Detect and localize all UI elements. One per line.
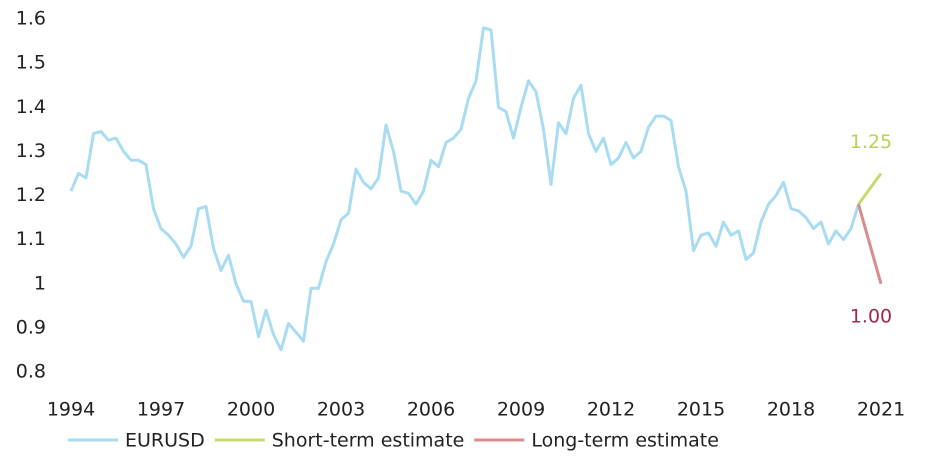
series-line	[857, 172, 883, 206]
y-tick-label: 1.6	[16, 8, 46, 30]
x-tick-label: 1997	[137, 399, 185, 421]
x-tick-label: 2021	[857, 399, 905, 421]
series-line	[69, 26, 860, 352]
x-tick-label: 2015	[677, 399, 725, 421]
x-tick-label: 1994	[47, 399, 95, 421]
y-tick-label: 1	[34, 272, 46, 294]
x-tick-label: 2000	[227, 399, 275, 421]
legend-label: Long-term estimate	[531, 430, 719, 452]
x-tick-label: 2009	[497, 399, 545, 421]
y-tick-label: 1.2	[16, 184, 46, 206]
x-tick-label: 2012	[587, 399, 635, 421]
end-label: 1.00	[850, 305, 892, 327]
x-tick-label: 2006	[407, 399, 455, 421]
y-tick-label: 1.4	[16, 96, 46, 118]
series-line	[857, 203, 883, 285]
y-tick-label: 1.5	[16, 52, 46, 74]
x-tick-label: 2003	[317, 399, 365, 421]
end-label: 1.25	[850, 131, 892, 153]
y-tick-label: 0.9	[16, 316, 46, 338]
legend-label: Short-term estimate	[272, 430, 465, 452]
y-tick-label: 1.3	[16, 140, 46, 162]
y-tick-label: 1.1	[16, 228, 46, 250]
y-tick-label: 0.8	[16, 361, 46, 383]
x-tick-label: 2018	[767, 399, 815, 421]
legend-label: EURUSD	[125, 430, 205, 452]
